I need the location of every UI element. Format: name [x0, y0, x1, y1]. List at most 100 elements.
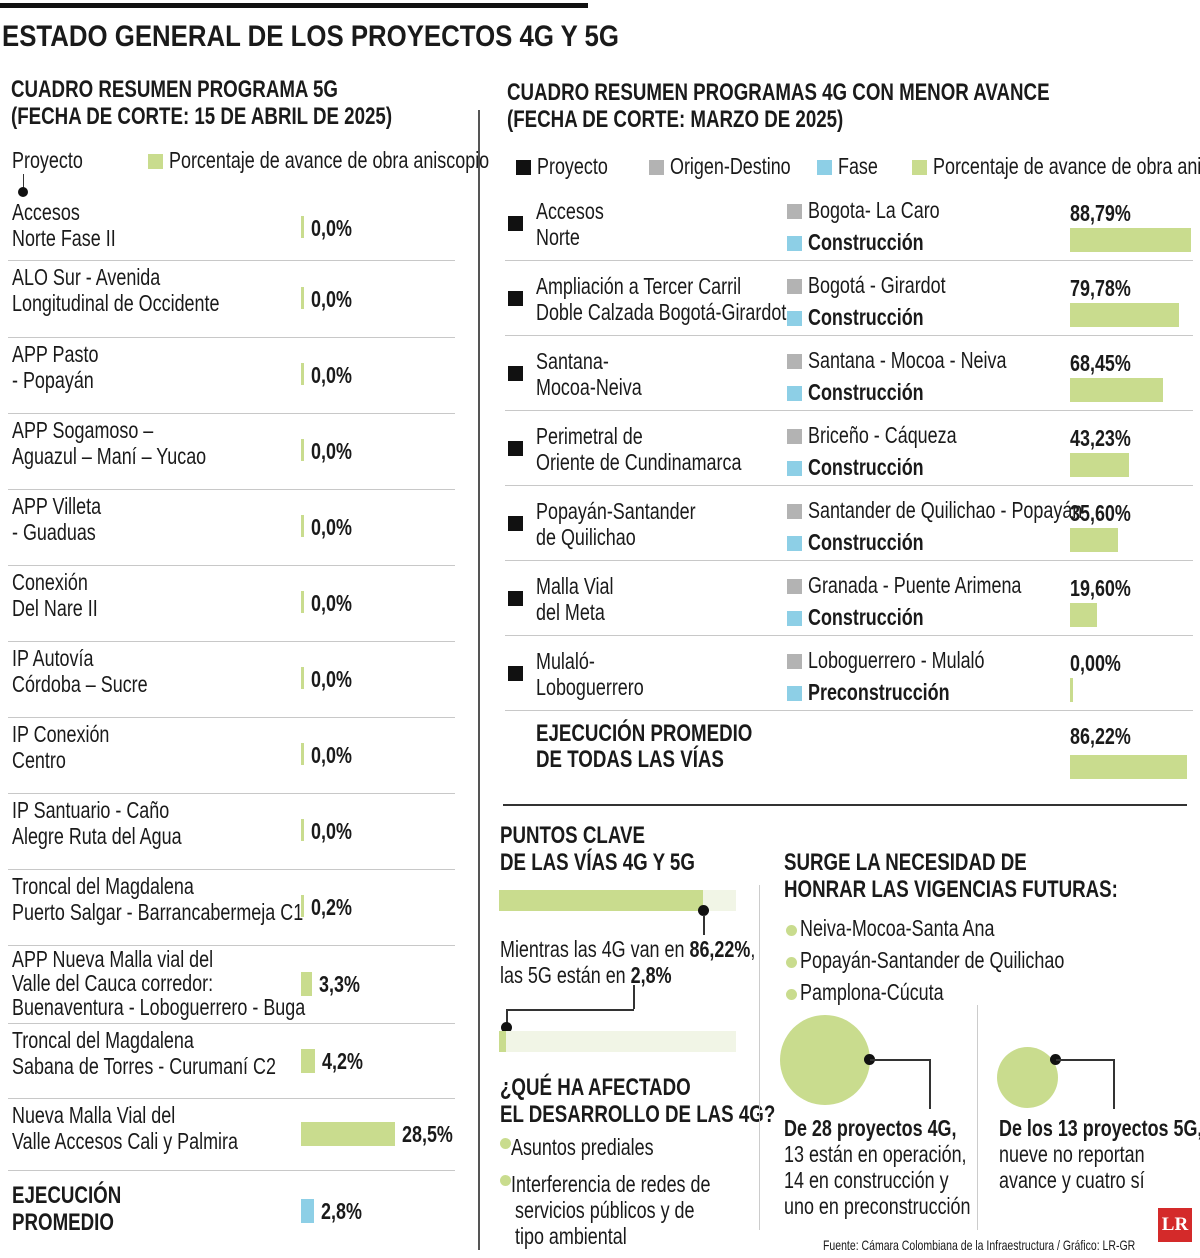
- affected-title: ¿QUÉ HA AFECTADO EL DESARROLLO DE LAS 4G…: [500, 1074, 853, 1128]
- name-line: Norte Fase II: [12, 225, 116, 251]
- name-line: Troncal del Magdalena: [12, 1027, 194, 1053]
- stat-line: uno en preconstrucción: [784, 1193, 971, 1219]
- od-text: Santana - Mocoa - Neiva: [808, 347, 1007, 373]
- name-line: - Guaduas: [12, 519, 96, 545]
- table-row: Perimetral de Oriente de Cundinamarca Bric…: [505, 411, 1193, 486]
- percent-value: 4,2%: [321, 1047, 363, 1074]
- percent-value: 88,79%: [1070, 200, 1131, 226]
- percent-label: 0,0%: [311, 286, 363, 312]
- item-text: tipo ambiental: [515, 1223, 627, 1249]
- progress-bar: [1070, 228, 1191, 252]
- name-line: Norte: [536, 224, 580, 250]
- name-line: Del Nare II: [12, 595, 98, 621]
- phase-text: Construcción: [808, 304, 924, 330]
- name-line: PROMEDIO: [12, 1209, 114, 1236]
- name-line: Popayán-Santander: [536, 498, 696, 524]
- table-row: Popayán-Santander de Quilichao Santander d…: [505, 486, 1193, 561]
- table-row: ALO Sur - Avenida Longitudinal de Occiden…: [8, 260, 455, 338]
- grey-square-icon: [787, 579, 802, 594]
- percent-label: 0,0%: [311, 514, 363, 540]
- item-text: Popayán-Santander de Quilichao: [800, 947, 1065, 973]
- phase-text: Preconstrucción: [808, 679, 950, 705]
- blue-square-icon: [787, 236, 802, 251]
- project-name: APP Sogamoso – Aguazul – Maní – Yucao: [12, 417, 261, 469]
- circle-4g: [780, 1015, 870, 1105]
- percent-value: 35,60%: [1070, 500, 1131, 526]
- percent-label: 0,2%: [311, 894, 363, 920]
- progress-bar: [301, 1048, 315, 1073]
- percent-label: 3,3%: [319, 971, 371, 997]
- progress-bar: [301, 591, 304, 613]
- table-row: Mulaló- Loboguerrero Loboguerrero - Mulaló…: [505, 636, 1193, 711]
- key-text-4g: Mientras las 4G van en 86,22%,: [500, 936, 755, 962]
- name-line: Alegre Ruta del Agua: [12, 823, 182, 849]
- name-line: Nueva Malla Vial del: [12, 1102, 176, 1128]
- project-square-icon: [508, 291, 523, 306]
- progress-bar: [301, 743, 304, 765]
- name-line: Malla Vial: [536, 573, 614, 599]
- futures-title: SURGE LA NECESIDAD DE HONRAR LAS VIGENCI…: [784, 849, 1200, 903]
- name-line: Conexión: [12, 569, 88, 595]
- origin-destination: Santana - Mocoa - Neiva: [787, 347, 1062, 373]
- table-5g-heading: CUADRO RESUMEN PROGRAMA 5G (FECHA DE COR…: [11, 76, 500, 130]
- progress-bar: [301, 1122, 396, 1146]
- phase-text: Construcción: [808, 529, 924, 555]
- percent-value: 2,8%: [320, 1198, 362, 1224]
- grey-square-icon: [787, 204, 802, 219]
- project-square-icon: [508, 366, 523, 381]
- stat-line: 13 están en operación,: [784, 1141, 967, 1167]
- legend-grey-swatch-icon: [649, 160, 665, 175]
- progress-bar: [1070, 303, 1179, 327]
- bar-5g-track: [499, 1031, 736, 1052]
- percent-label: 0,0%: [311, 666, 363, 692]
- average-row: EJECUCIÓN PROMEDIO DE TODAS LAS VÍAS 86,22…: [505, 711, 1193, 786]
- title-line: DE LAS VÍAS 4G Y 5G: [500, 849, 695, 876]
- legend-green-swatch-icon: [912, 160, 928, 175]
- stat-line: nueve no reportan: [999, 1141, 1145, 1167]
- percent-value: 0,0%: [311, 362, 352, 388]
- table-5g-subtitle: (FECHA DE CORTE: 15 DE ABRIL DE 2025): [11, 103, 393, 130]
- legend-od: Origen-Destino: [670, 153, 792, 179]
- percent-value: 0,0%: [311, 514, 352, 540]
- name-line: de Quilichao: [536, 524, 636, 550]
- project-square-icon: [508, 591, 523, 606]
- blue-square-icon: [787, 611, 802, 626]
- name-line: APP Nueva Malla vial del: [12, 946, 214, 972]
- od-text: Loboguerrero - Mulaló: [808, 647, 985, 673]
- progress-bar: [1070, 453, 1129, 477]
- percent-value: 0,00%: [1070, 650, 1121, 676]
- percent-value: 0,0%: [311, 742, 352, 768]
- legend-blue-swatch-icon: [816, 160, 832, 175]
- name-line: Aguazul – Maní – Yucao: [12, 443, 207, 469]
- title-line: SURGE LA NECESIDAD DE: [784, 849, 1027, 876]
- percent-value: 0,0%: [311, 590, 352, 616]
- table-row: Troncal del Magdalena Puerto Salgar - Bar…: [8, 869, 455, 946]
- od-text: Bogota- La Caro: [808, 197, 940, 223]
- progress-bar: [1070, 678, 1073, 702]
- circle-5g: [997, 1047, 1058, 1108]
- column-divider: [478, 110, 480, 1250]
- title-line: EL DESARROLLO DE LAS 4G?: [500, 1101, 776, 1128]
- percent-value: 0,2%: [311, 894, 352, 920]
- average-name: EJECUCIÓN PROMEDIO DE TODAS LAS VÍAS: [536, 721, 813, 773]
- blue-square-icon: [787, 461, 802, 476]
- table-row: Ampliación a Tercer Carril Doble Calzada …: [505, 261, 1193, 336]
- table-row: APP Sogamoso – Aguazul – Maní – Yucao 0,0%: [8, 413, 455, 490]
- name-line: Loboguerrero: [536, 674, 644, 700]
- average-label: 86,22%: [1070, 723, 1148, 749]
- percent-value: 79,78%: [1070, 275, 1131, 301]
- lr-logo: LR: [1158, 1208, 1192, 1242]
- title-line: HONRAR LAS VIGENCIAS FUTURAS:: [784, 876, 1118, 903]
- percent-value: 0,0%: [311, 214, 352, 241]
- name-line: Valle del Cauca corredor:: [12, 970, 214, 996]
- table-4g-subtitle: (FECHA DE CORTE: MARZO DE 2025): [507, 106, 844, 133]
- percent-value: 19,60%: [1070, 575, 1131, 601]
- name-line: IP Conexión: [12, 721, 110, 747]
- phase: Construcción: [787, 229, 956, 255]
- progress-bar: [301, 215, 304, 238]
- project-name: IP Conexión Centro: [12, 721, 137, 773]
- average-label: 2,8%: [321, 1198, 373, 1224]
- stat-5g: De los 13 proyectos 5G, nueve no reporta…: [999, 1115, 1200, 1193]
- phase-text: Construcción: [808, 454, 924, 480]
